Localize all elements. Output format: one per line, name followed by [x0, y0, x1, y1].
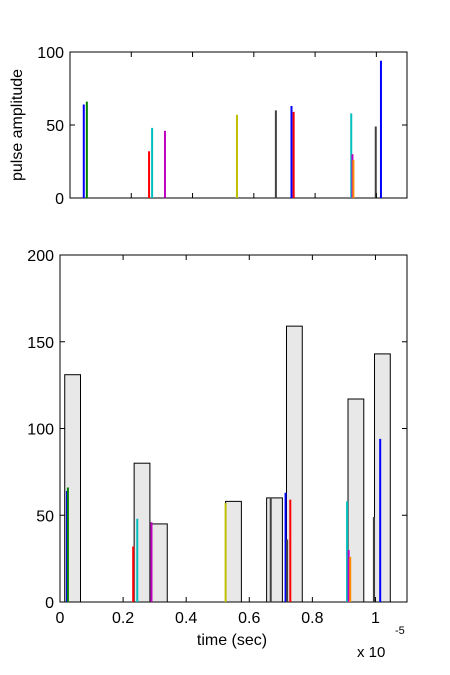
x-tick-label-3: 0.6 [238, 610, 260, 627]
y-tick-label-1: 50 [46, 118, 64, 135]
x-tick-label-2: 0.4 [175, 610, 197, 627]
x-tick-label-4: 0.8 [301, 610, 323, 627]
top-stems [82, 60, 382, 198]
bottom-x-axis-label: time (sec) [197, 632, 267, 649]
top-y-axis-label: pulse amplitude [9, 69, 26, 181]
x-tick-label-0: 0 [56, 610, 65, 627]
bar-6 [347, 398, 365, 603]
x-axis-exponent-label: x 10 [357, 644, 385, 661]
y-tick-label-2: 100 [27, 422, 54, 439]
y-tick-label-0: 0 [55, 191, 64, 208]
bottom-stems [65, 438, 382, 602]
x-axis-exponent-power: -5 [395, 625, 405, 637]
y-tick-label-1: 50 [36, 508, 54, 525]
bottom-ticks: 0 50 100 150 200 0 0.2 0.4 0.6 0.8 1 [27, 248, 407, 627]
bar-3 [225, 500, 242, 603]
top-plot-frame [69, 51, 408, 199]
top-ticks: 0 50 100 [37, 45, 407, 208]
bottom-time-chart: 0 50 100 150 200 0 0.2 0.4 0.6 0.8 1 time (sec) x … [27, 248, 408, 661]
y-tick-label-2: 100 [37, 45, 64, 62]
bar-2 [150, 523, 168, 603]
x-tick-label-5: 1 [371, 610, 380, 627]
x-tick-label-1: 0.2 [112, 610, 134, 627]
bar-5 [285, 325, 303, 603]
bar-7 [374, 353, 391, 603]
bar-4 [266, 497, 283, 603]
y-tick-label-3: 150 [27, 335, 54, 352]
y-tick-label-4: 200 [27, 248, 54, 265]
y-tick-label-0: 0 [45, 595, 54, 612]
x-axis-exponent-base: x 10 [357, 644, 385, 661]
top-pulse-amplitude-chart: 0 50 100 pulse amplitude [9, 45, 408, 208]
